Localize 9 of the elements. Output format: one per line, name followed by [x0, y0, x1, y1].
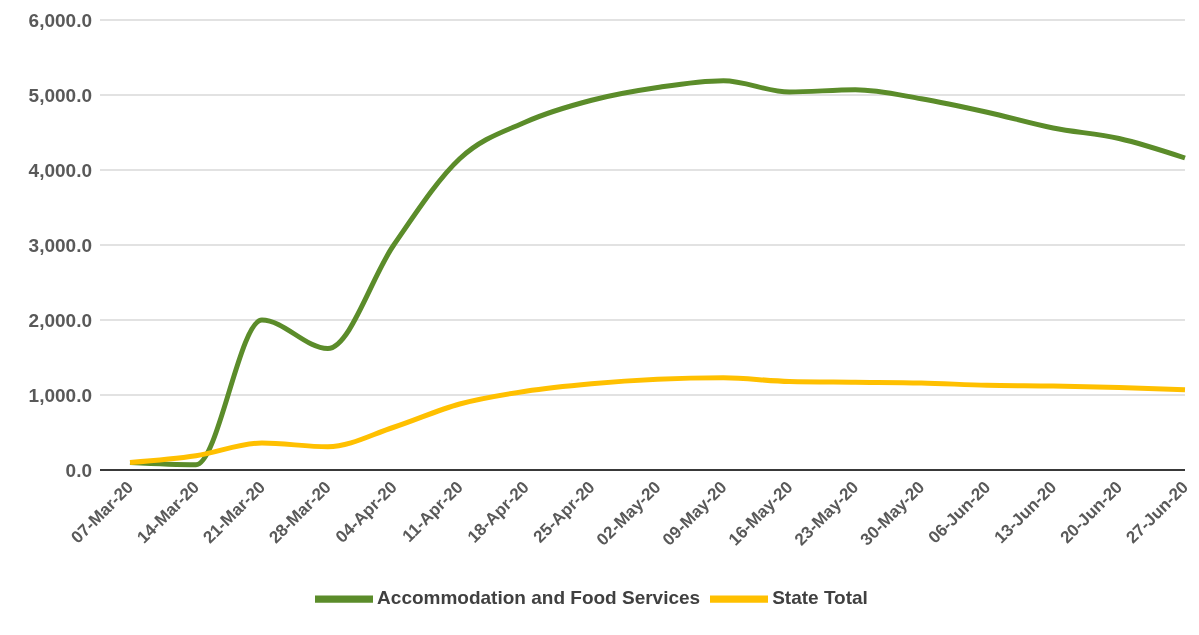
- y-tick-label: 2,000.0: [28, 309, 92, 331]
- legend-label: State Total: [772, 587, 868, 609]
- y-tick-label: 1,000.0: [28, 384, 92, 406]
- legend-label: Accommodation and Food Services: [377, 587, 701, 609]
- y-tick-label: 6,000.0: [28, 9, 92, 31]
- y-tick-label: 0.0: [65, 459, 92, 481]
- y-tick-label: 5,000.0: [28, 84, 92, 106]
- y-tick-label: 3,000.0: [28, 234, 92, 256]
- y-tick-label: 4,000.0: [28, 159, 92, 181]
